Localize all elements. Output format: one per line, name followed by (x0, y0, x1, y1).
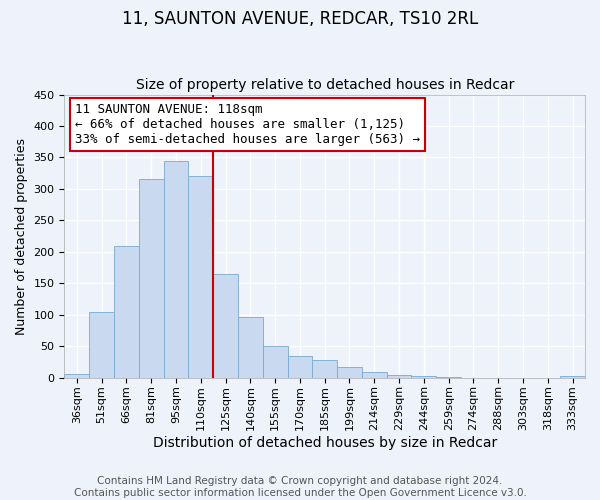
X-axis label: Distribution of detached houses by size in Redcar: Distribution of detached houses by size … (152, 436, 497, 450)
Bar (164, 160, 188, 378)
Bar (313, 360, 337, 378)
Bar (287, 356, 313, 378)
Bar (188, 176, 213, 378)
Bar (362, 372, 386, 378)
Text: 11, SAUNTON AVENUE, REDCAR, TS10 2RL: 11, SAUNTON AVENUE, REDCAR, TS10 2RL (122, 10, 478, 28)
Bar (263, 346, 287, 378)
Bar (412, 376, 436, 378)
Bar (64, 374, 89, 378)
Bar (337, 367, 362, 378)
Text: 11 SAUNTON AVENUE: 118sqm
← 66% of detached houses are smaller (1,125)
33% of se: 11 SAUNTON AVENUE: 118sqm ← 66% of detac… (75, 103, 420, 146)
Bar (139, 180, 164, 378)
Bar (114, 246, 139, 378)
Bar (436, 377, 461, 378)
Title: Size of property relative to detached houses in Redcar: Size of property relative to detached ho… (136, 78, 514, 92)
Bar (386, 374, 412, 378)
Bar (213, 274, 238, 378)
Y-axis label: Number of detached properties: Number of detached properties (15, 138, 28, 334)
Bar (560, 376, 585, 378)
Bar (89, 312, 114, 378)
Text: Contains HM Land Registry data © Crown copyright and database right 2024.
Contai: Contains HM Land Registry data © Crown c… (74, 476, 526, 498)
Bar (238, 316, 263, 378)
